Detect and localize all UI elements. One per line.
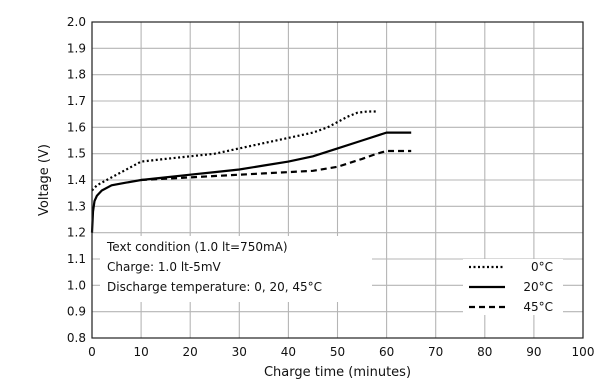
series-layer (90, 110, 412, 233)
test-condition-note: Text condition (1.0 lt=750mA) Charge: 1.… (100, 236, 372, 302)
x-tick-label: 0 (88, 345, 96, 359)
y-tick-label: 1.6 (67, 120, 86, 134)
plot-frame (91, 21, 584, 339)
x-tick-label: 100 (572, 345, 595, 359)
note-line-2: Charge: 1.0 lt-5mV (107, 260, 222, 274)
x-axis-label: Charge time (minutes) (264, 365, 411, 380)
x-tick-label: 10 (133, 345, 148, 359)
x-tick-label: 70 (428, 345, 443, 359)
series-line-2 (141, 149, 412, 182)
x-tick-label: 40 (281, 345, 296, 359)
y-tick-label: 0.9 (67, 305, 86, 319)
x-tick-label: 90 (526, 345, 541, 359)
x-tick-label: 30 (232, 345, 247, 359)
y-tick-label: 1.1 (67, 252, 86, 266)
y-tick-label: 0.8 (67, 331, 86, 345)
y-tick-label: 1.3 (67, 199, 86, 213)
note-line-3: Discharge temperature: 0, 20, 45°C (107, 280, 322, 294)
series-line-1 (90, 131, 412, 233)
legend-label-0c: 0°C (531, 260, 553, 274)
legend: 0°C 20°C 45°C (463, 259, 563, 315)
series-line-0 (91, 110, 377, 192)
x-tick-label: 50 (330, 345, 345, 359)
legend-label-20c: 20°C (523, 280, 553, 294)
x-tick-label: 60 (379, 345, 394, 359)
y-axis-label: Voltage (V) (37, 144, 52, 216)
x-tick-label: 20 (183, 345, 198, 359)
x-axis-ticks: 0 10 20 30 40 50 60 70 80 90 100 (88, 345, 594, 359)
y-tick-label: 1.8 (67, 68, 86, 82)
y-tick-label: 1.5 (67, 147, 86, 161)
y-tick-label: 2.0 (67, 15, 86, 29)
x-tick-label: 80 (477, 345, 492, 359)
y-tick-label: 1.9 (67, 41, 86, 55)
y-axis-ticks: 0.8 0.9 1.0 1.1 1.2 1.3 1.4 1.5 1.6 1.7 1.8 1.9 2.0 (67, 15, 86, 345)
y-tick-label: 1.4 (67, 173, 86, 187)
y-tick-label: 1.2 (67, 226, 86, 240)
legend-label-45c: 45°C (523, 300, 553, 314)
y-tick-label: 1.7 (67, 94, 86, 108)
note-line-1: Text condition (1.0 lt=750mA) (106, 240, 288, 254)
y-tick-label: 1.0 (67, 278, 86, 292)
